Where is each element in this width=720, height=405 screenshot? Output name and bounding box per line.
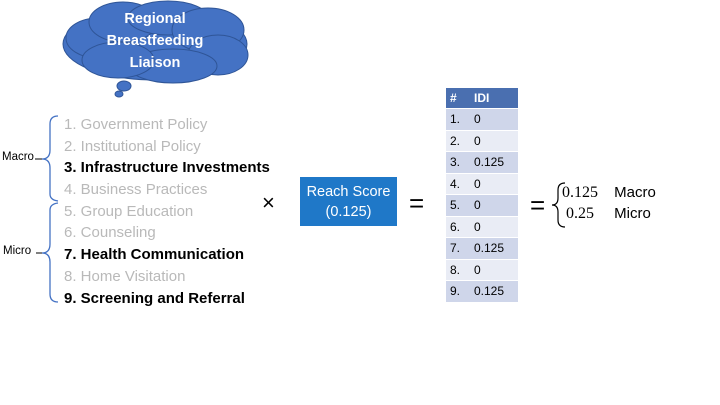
row-number: 4. xyxy=(446,172,470,195)
row-idi: 0.125 xyxy=(470,237,518,259)
result-macro-row: 0.125 Macro xyxy=(562,182,656,203)
table-row: 4. 0 xyxy=(446,172,518,195)
row-number: 3. xyxy=(446,151,470,173)
row-idi: 0 xyxy=(470,215,518,238)
row-idi: 0.125 xyxy=(470,280,518,302)
result-block: 0.125 Macro 0.25 Micro xyxy=(562,182,656,224)
reach-score-label: Reach Score xyxy=(306,183,391,200)
table-row: 3. 0.125 xyxy=(446,151,518,173)
row-idi: 0 xyxy=(470,258,518,281)
table-row: 5. 0 xyxy=(446,194,518,216)
row-number: 6. xyxy=(446,215,470,238)
table-row: 6. 0 xyxy=(446,215,518,238)
table-row: 7. 0.125 xyxy=(446,237,518,259)
micro-label: Micro xyxy=(3,245,32,257)
result-micro-label: Micro xyxy=(614,205,651,222)
result-macro-label: Macro xyxy=(614,184,656,201)
strategy-item: 3. Infrastructure Investments xyxy=(64,159,270,177)
strategy-item: 4. Business Practices xyxy=(64,181,208,199)
table-header-idi: IDI xyxy=(470,88,518,109)
row-idi: 0 xyxy=(470,172,518,195)
table-row: 1. 0 xyxy=(446,108,518,130)
reach-score-value: (0.125) xyxy=(325,203,372,220)
strategy-item: 2. Institutional Policy xyxy=(64,137,201,155)
strategy-item: 6. Counseling xyxy=(64,224,156,242)
row-idi: 0 xyxy=(470,194,518,216)
row-number: 9. xyxy=(446,280,470,302)
table-row: 9. 0.125 xyxy=(446,280,518,302)
strategy-item: 9. Screening and Referral xyxy=(64,289,245,307)
row-idi: 0.125 xyxy=(470,151,518,173)
macro-label: Macro xyxy=(2,151,34,163)
strategy-item: 7. Health Communication xyxy=(64,246,245,264)
row-number: 2. xyxy=(446,129,470,152)
table-row: 2. 0 xyxy=(446,129,518,152)
row-number: 8. xyxy=(446,258,470,281)
idi-table: # IDI 1. 0 2. 0 3. 0.125 4. 0 5. 0 6. 0 7. 0.12… xyxy=(446,88,518,302)
row-number: 5. xyxy=(446,194,470,216)
strategy-list: 1. Government Policy 2. Institutional Po… xyxy=(64,114,270,309)
strategy-item: 5. Group Education xyxy=(64,202,194,220)
result-micro-row: 0.25 Micro xyxy=(562,203,656,224)
table-header-number: # xyxy=(446,88,470,109)
reach-score-box: Reach Score (0.125) xyxy=(300,177,397,226)
result-micro-value: 0.25 xyxy=(566,205,594,222)
result-macro-value: 0.125 xyxy=(562,184,598,201)
multiply-operator: × xyxy=(262,190,275,215)
strategy-item: 8. Home Visitation xyxy=(64,267,186,285)
cloud-title: Regional Breastfeeding Liaison xyxy=(106,11,204,71)
thought-cloud xyxy=(62,0,249,98)
row-number: 1. xyxy=(446,108,470,130)
row-number: 7. xyxy=(446,237,470,259)
equals-operator: = xyxy=(409,188,425,218)
row-idi: 0 xyxy=(470,108,518,130)
row-idi: 0 xyxy=(470,129,518,152)
table-row: 8. 0 xyxy=(446,258,518,281)
equals-operator-2: = xyxy=(530,190,546,220)
strategy-item: 1. Government Policy xyxy=(64,116,208,133)
